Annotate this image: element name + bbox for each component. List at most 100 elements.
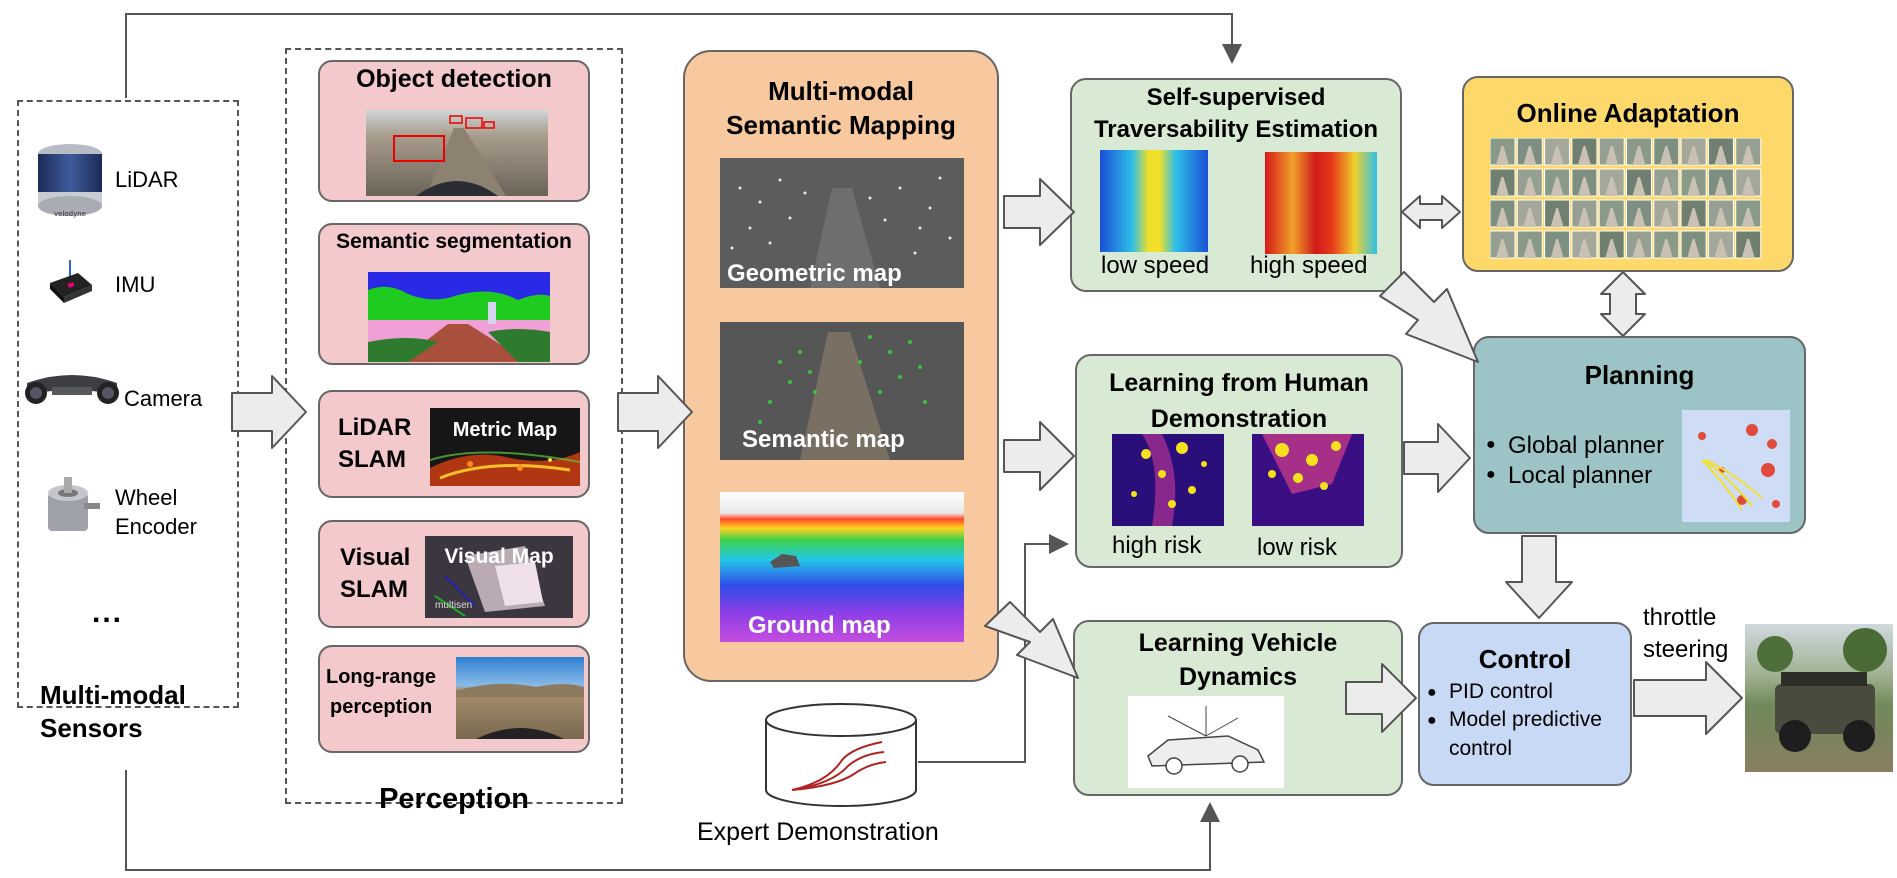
adaptation-thumbnail bbox=[1516, 199, 1543, 228]
online-adaptation-grid bbox=[1489, 137, 1762, 262]
expert-demonstration-label: Expert Demonstration bbox=[697, 818, 939, 846]
sensors-ellipsis: ... bbox=[92, 596, 124, 629]
arrow-mapping-to-dynamics bbox=[984, 601, 1079, 679]
sensor-label-wheel-2: Encoder bbox=[115, 514, 197, 539]
control-item-pid: PID control bbox=[1427, 680, 1553, 704]
adaptation-thumbnail bbox=[1626, 137, 1652, 166]
sensor-label-camera: Camera bbox=[124, 386, 203, 411]
adaptation-thumbnail bbox=[1707, 168, 1734, 197]
mapping-title-2: Semantic Mapping bbox=[726, 110, 956, 140]
high-speed-heatmap bbox=[1265, 152, 1377, 254]
adaptation-thumbnail bbox=[1544, 230, 1571, 259]
arrow-human-demo-to-planning bbox=[1403, 423, 1471, 493]
lidar-slam-title-2: SLAM bbox=[338, 446, 406, 473]
human-demo-title-1: Learning from Human bbox=[1109, 369, 1369, 397]
arrow-control-to-vehicle bbox=[1633, 661, 1743, 735]
sensor-label-wheel-1: Wheel bbox=[115, 485, 178, 510]
high-risk-image bbox=[1112, 434, 1224, 526]
arrow-planning-to-control bbox=[1505, 535, 1573, 619]
visual-map-label: Visual Map bbox=[444, 545, 554, 568]
adaptation-thumbnail bbox=[1598, 230, 1625, 259]
steering-label: steering bbox=[1643, 636, 1729, 663]
visual-slam-title-1: Visual bbox=[340, 544, 411, 571]
sensor-label-lidar: LiDAR bbox=[115, 167, 179, 192]
semantic-map-image bbox=[720, 322, 964, 460]
adaptation-thumbnail bbox=[1598, 199, 1625, 228]
camera-sensor-image bbox=[22, 365, 122, 415]
adaptation-thumbnail bbox=[1735, 230, 1762, 259]
adaptation-thumbnail bbox=[1653, 168, 1680, 197]
adaptation-thumbnail bbox=[1516, 230, 1543, 259]
adaptation-thumbnail bbox=[1544, 168, 1571, 197]
imu-sensor-image bbox=[40, 255, 100, 310]
dynamics-title-1: Learning Vehicle bbox=[1138, 629, 1338, 657]
ground-map-label: Ground map bbox=[748, 612, 891, 639]
geometric-map-label: Geometric map bbox=[727, 260, 902, 287]
adaptation-thumbnail bbox=[1653, 137, 1680, 166]
planning-title: Planning bbox=[1584, 360, 1695, 390]
planning-item-local: Local planner bbox=[1486, 462, 1652, 490]
arrow-traversability-to-planning bbox=[1379, 271, 1479, 363]
dynamics-title-2: Dynamics bbox=[1178, 663, 1298, 691]
long-range-image bbox=[456, 657, 584, 739]
visual-slam-title-2: SLAM bbox=[340, 576, 408, 603]
long-range-title-1: Long-range bbox=[326, 666, 436, 688]
adaptation-thumbnail bbox=[1489, 168, 1516, 197]
low-speed-heatmap bbox=[1100, 150, 1208, 252]
adaptation-thumbnail bbox=[1571, 137, 1598, 166]
adaptation-thumbnail bbox=[1489, 230, 1516, 259]
control-item-mpc-2: control bbox=[1449, 737, 1513, 760]
adaptation-thumbnail bbox=[1735, 199, 1762, 228]
adaptation-thumbnail bbox=[1680, 199, 1707, 228]
sensors-title-1: Multi-modal bbox=[40, 680, 186, 710]
throttle-label: throttle bbox=[1643, 604, 1717, 631]
mapping-title-1: Multi-modal bbox=[768, 76, 914, 106]
adaptation-thumbnail bbox=[1516, 137, 1543, 166]
adaptation-thumbnail bbox=[1707, 137, 1734, 166]
adaptation-thumbnail bbox=[1598, 137, 1625, 166]
lidar-brand-text: velodyne bbox=[54, 210, 86, 218]
low-speed-label: low speed bbox=[1101, 252, 1210, 279]
adaptation-thumbnail bbox=[1680, 230, 1707, 259]
planning-image bbox=[1682, 410, 1790, 522]
adaptation-thumbnail bbox=[1626, 230, 1652, 259]
traversability-title-1: Self-supervised bbox=[1146, 84, 1326, 111]
adaptation-thumbnail bbox=[1707, 230, 1734, 259]
adaptation-thumbnail bbox=[1735, 168, 1762, 197]
vehicle-dynamics-image bbox=[1128, 696, 1284, 788]
line-sensors-to-traversability bbox=[125, 13, 1242, 98]
expert-database-icon bbox=[758, 702, 924, 812]
lidar-slam-title-1: LiDAR bbox=[338, 414, 412, 441]
long-range-title-2: perception bbox=[330, 696, 433, 718]
sensor-label-imu: IMU bbox=[115, 272, 156, 297]
low-risk-image bbox=[1252, 434, 1364, 526]
adaptation-thumbnail bbox=[1516, 168, 1543, 197]
semantic-map-label: Semantic map bbox=[742, 426, 905, 453]
adaptation-thumbnail bbox=[1653, 230, 1680, 259]
high-risk-label: high risk bbox=[1112, 532, 1202, 559]
control-title: Control bbox=[1478, 644, 1572, 674]
ground-map-image bbox=[720, 492, 964, 642]
adaptation-thumbnail bbox=[1735, 137, 1762, 166]
adaptation-thumbnail bbox=[1707, 199, 1734, 228]
adaptation-thumbnail bbox=[1680, 168, 1707, 197]
vehicle-photo bbox=[1745, 624, 1893, 772]
online-adaptation-title: Online Adaptation bbox=[1516, 98, 1740, 128]
arrow-traversability-adaptation-bidirectional bbox=[1401, 195, 1461, 229]
adaptation-thumbnail bbox=[1626, 168, 1652, 197]
visual-map-watermark: multisen bbox=[435, 600, 473, 611]
adaptation-thumbnail bbox=[1544, 199, 1571, 228]
sensors-title-2: Sensors bbox=[40, 713, 143, 743]
line-sensors-to-dynamics bbox=[125, 770, 1220, 871]
adaptation-thumbnail bbox=[1653, 199, 1680, 228]
arrow-perception-to-mapping bbox=[617, 375, 693, 449]
planning-item-global: Global planner bbox=[1486, 432, 1664, 460]
visual-map-image: multisen bbox=[425, 536, 573, 618]
adaptation-thumbnail bbox=[1489, 137, 1516, 166]
arrow-mapping-to-human-demo bbox=[1003, 421, 1075, 491]
arrow-sensors-to-perception bbox=[231, 375, 307, 449]
adaptation-thumbnail bbox=[1571, 168, 1598, 197]
traversability-title-2: Traversability Estimation bbox=[1093, 116, 1379, 143]
semantic-segmentation-title: Semantic segmentation bbox=[336, 230, 572, 253]
human-demo-title-2: Demonstration bbox=[1150, 405, 1328, 433]
